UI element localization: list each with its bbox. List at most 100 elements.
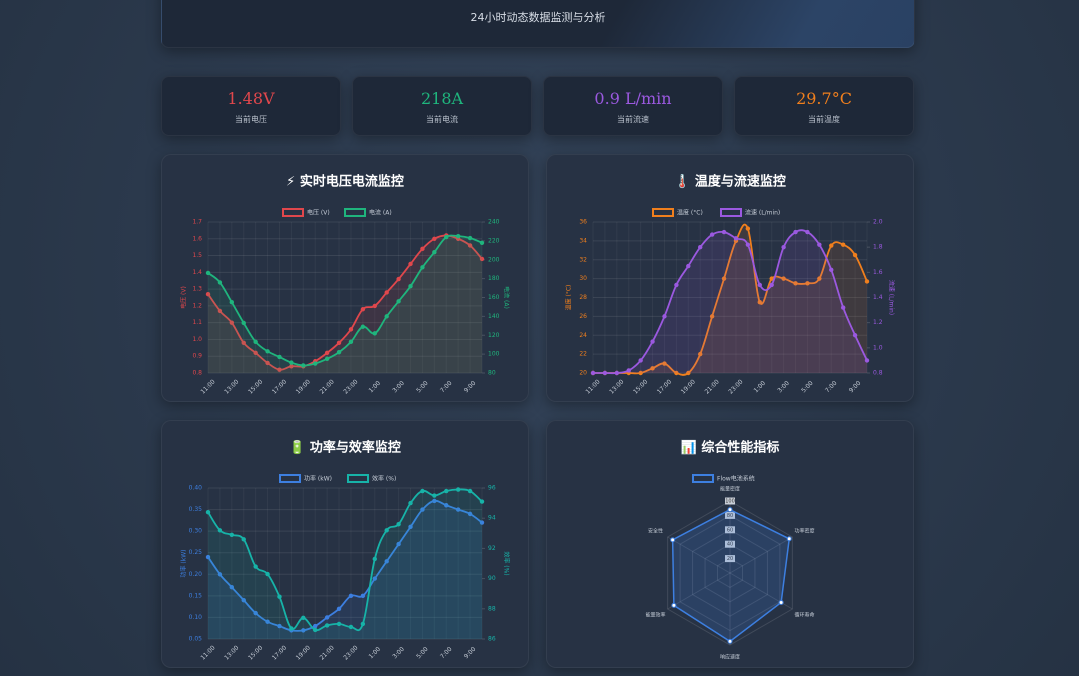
data-point — [253, 350, 258, 356]
data-point — [277, 354, 282, 360]
data-point — [324, 615, 330, 620]
y-tick-label: 26 — [579, 313, 587, 320]
radar-axis-label: 安全性 — [648, 528, 663, 535]
x-tick-label: 23:00 — [342, 644, 359, 661]
data-point — [479, 520, 485, 525]
chart-title: 🔋 功率与效率监控 — [289, 440, 401, 456]
stat-value: 29.7°C — [796, 89, 852, 108]
radar-tick-label: 80 — [727, 513, 733, 519]
x-tick-label: 11:00 — [199, 644, 216, 661]
y2-tick-label: 1.2 — [873, 319, 883, 326]
data-point — [769, 282, 774, 288]
radar-tick-label: 100 — [725, 499, 735, 505]
data-point — [852, 333, 858, 338]
x-tick-label: 21:00 — [704, 378, 721, 395]
y2-tick-label: 220 — [488, 237, 500, 244]
data-point — [384, 559, 389, 564]
y-tick-label: 1.5 — [192, 252, 202, 259]
data-point — [360, 324, 366, 329]
radar-tick-label: 60 — [727, 527, 733, 533]
legend-label: 效率 (%) — [372, 475, 396, 483]
y2-tick-label: 88 — [488, 605, 496, 612]
data-point — [229, 532, 235, 538]
chart-panel: ⚡ 实时电压电流监控 电压 (V) 电流 (A) 0.8 0.9 1.0 1.1 1.2 1.3… — [161, 154, 529, 402]
y2-tick-label: 80 — [488, 370, 496, 377]
y2-tick-label: 160 — [488, 294, 500, 301]
x-tick-label: 23:00 — [342, 378, 359, 395]
y-tick-label: 34 — [579, 237, 587, 244]
x-tick-label: 9:00 — [848, 380, 863, 395]
data-point — [289, 626, 294, 631]
chart-title: ⚡ 实时电压电流监控 — [286, 174, 404, 190]
x-tick-label: 13:00 — [608, 378, 625, 395]
y-tick-label: 0.10 — [189, 614, 203, 621]
x-tick-label: 19:00 — [295, 644, 312, 661]
stat-value: 0.9 L/min — [594, 89, 672, 108]
x-tick-label: 9:00 — [463, 380, 478, 395]
legend-label: Flow电池系统 — [717, 475, 755, 483]
data-point — [217, 308, 223, 314]
y-tick-label: 22 — [579, 351, 587, 358]
data-point — [408, 500, 413, 506]
data-point — [384, 528, 389, 533]
data-point — [467, 488, 473, 494]
data-point — [432, 498, 437, 504]
data-point — [444, 234, 449, 240]
y-tick-label: 0.15 — [189, 592, 203, 599]
radar-point — [671, 602, 677, 608]
data-point — [467, 243, 473, 248]
chart-panel: 📊 综合性能指标 Flow电池系统 能量密度 功率密度 循环寿命 响应速度 能量效率 安全性 2… — [546, 420, 914, 668]
data-point — [479, 240, 485, 245]
data-point — [336, 340, 342, 345]
data-point — [840, 305, 846, 310]
data-point — [638, 358, 643, 363]
y2-tick-label: 200 — [488, 256, 500, 263]
y-tick-label: 0.35 — [189, 506, 203, 513]
data-point — [217, 528, 223, 533]
data-point — [277, 623, 282, 629]
data-point — [277, 594, 282, 599]
data-point — [420, 265, 425, 270]
data-point — [384, 290, 389, 295]
data-point — [301, 615, 306, 621]
legend-swatch — [347, 474, 369, 483]
data-point — [396, 276, 401, 282]
data-point — [313, 361, 318, 366]
chart-title: 🌡️ 温度与流速监控 — [674, 174, 786, 190]
data-point — [852, 252, 858, 258]
data-point — [301, 363, 306, 368]
y-tick-label: 1.2 — [192, 302, 202, 309]
data-point — [686, 370, 691, 376]
data-point — [241, 597, 246, 603]
data-point — [324, 350, 330, 356]
x-tick-label: 15:00 — [632, 378, 649, 395]
y2-tick-label: 180 — [488, 275, 500, 282]
data-point — [650, 366, 655, 371]
y-tick-label: 28 — [579, 294, 587, 301]
data-point — [348, 327, 354, 332]
x-tick-label: 17:00 — [271, 644, 288, 661]
radar-ring — [692, 529, 768, 617]
data-point — [372, 576, 377, 581]
x-tick-label: 11:00 — [199, 378, 216, 395]
series-area — [208, 235, 482, 373]
data-point — [396, 522, 401, 527]
data-point — [336, 606, 342, 611]
y-tick-label: 1.7 — [192, 219, 202, 226]
data-point — [408, 261, 413, 267]
x-tick-label: 13:00 — [223, 644, 240, 661]
legend-label: 功率 (kW) — [304, 475, 332, 483]
x-tick-label: 3:00 — [391, 380, 406, 395]
radar-axis-label: 循环寿命 — [794, 612, 814, 619]
data-point — [420, 246, 425, 252]
radar-point — [727, 507, 733, 513]
y-tick-label: 0.8 — [192, 370, 202, 377]
data-point — [626, 368, 631, 373]
y-tick-label: 0.9 — [192, 353, 202, 360]
radar-tick-bg — [725, 555, 735, 563]
data-point — [205, 291, 211, 297]
